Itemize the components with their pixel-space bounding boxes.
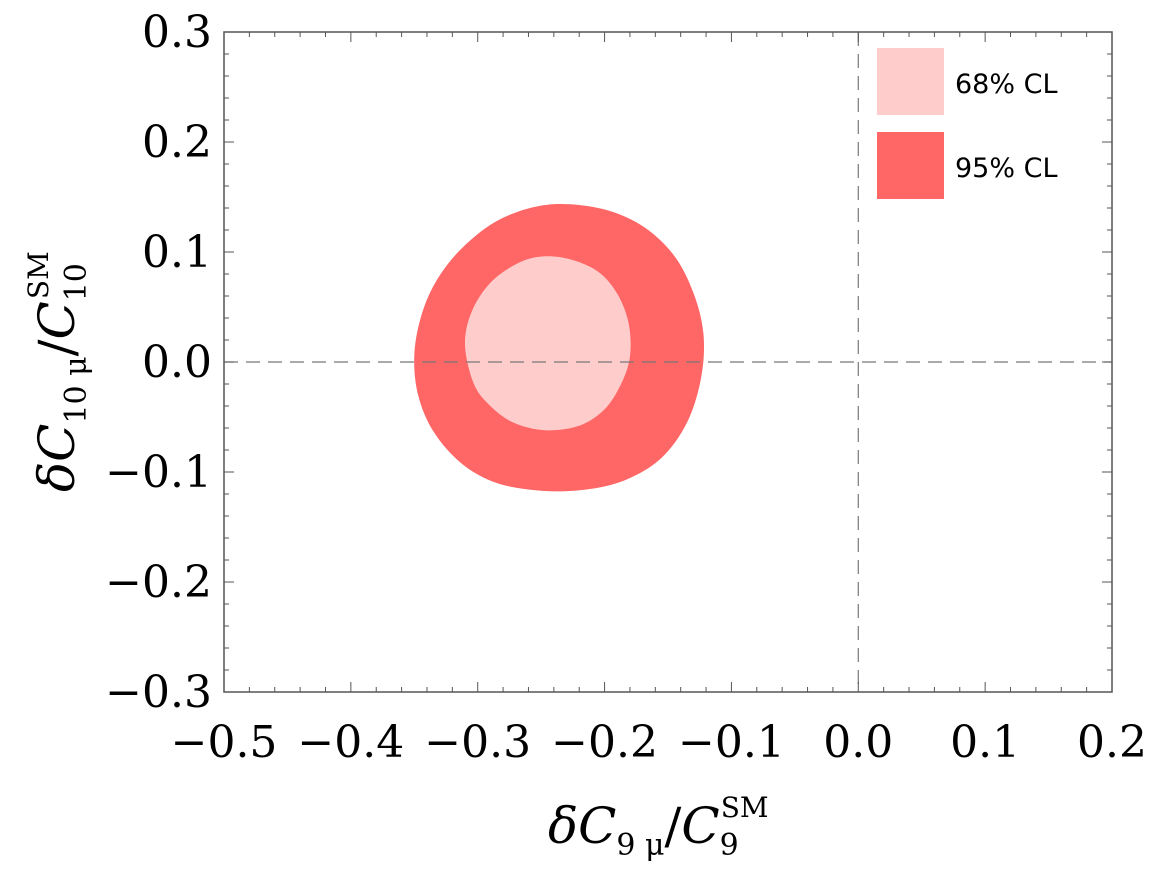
x-tick-labels: −0.5 −0.4 −0.3 −0.2 −0.1 0.0 0.1 0.2 xyxy=(171,717,1147,768)
y-axis-label: δC10 μ/C10SM xyxy=(22,251,94,492)
x-tick-label: −0.3 xyxy=(424,717,531,768)
x-tick-label: 0.2 xyxy=(1077,717,1147,768)
legend-swatch-68 xyxy=(877,48,944,115)
x-tick-label: −0.4 xyxy=(297,717,404,768)
legend-label-68: 68% CL xyxy=(955,69,1058,100)
y-tick-label: 0.1 xyxy=(142,227,212,278)
y-tick-label: −0.1 xyxy=(105,447,212,498)
plot-frame xyxy=(223,31,1113,693)
legend-swatch-95 xyxy=(877,132,944,199)
y-tick-label: 0.0 xyxy=(142,337,212,388)
y-tick-label: 0.2 xyxy=(142,117,212,168)
legend: 68% CL 95% CL xyxy=(877,48,1058,199)
x-tick-label: 0.0 xyxy=(823,717,893,768)
x-tick-label: −0.2 xyxy=(551,717,658,768)
y-tick-label: −0.2 xyxy=(105,557,212,608)
x-axis-label: δC9 μ/C9SM xyxy=(548,791,769,863)
x-tick-label: −0.1 xyxy=(678,717,785,768)
legend-label-95: 95% CL xyxy=(955,153,1058,184)
confidence-regions xyxy=(414,203,705,492)
y-axis-label-group: δC10 μ/C10SM xyxy=(22,251,94,492)
y-tick-label: −0.3 xyxy=(105,667,212,718)
y-tick-label: 0.3 xyxy=(142,7,212,58)
x-tick-label: 0.1 xyxy=(950,717,1020,768)
y-tick-labels: −0.3 −0.2 −0.1 0.0 0.1 0.2 0.3 xyxy=(105,7,212,718)
x-tick-label: −0.5 xyxy=(171,717,278,768)
contour-region-68cl xyxy=(464,256,631,431)
reference-lines xyxy=(224,32,1112,692)
